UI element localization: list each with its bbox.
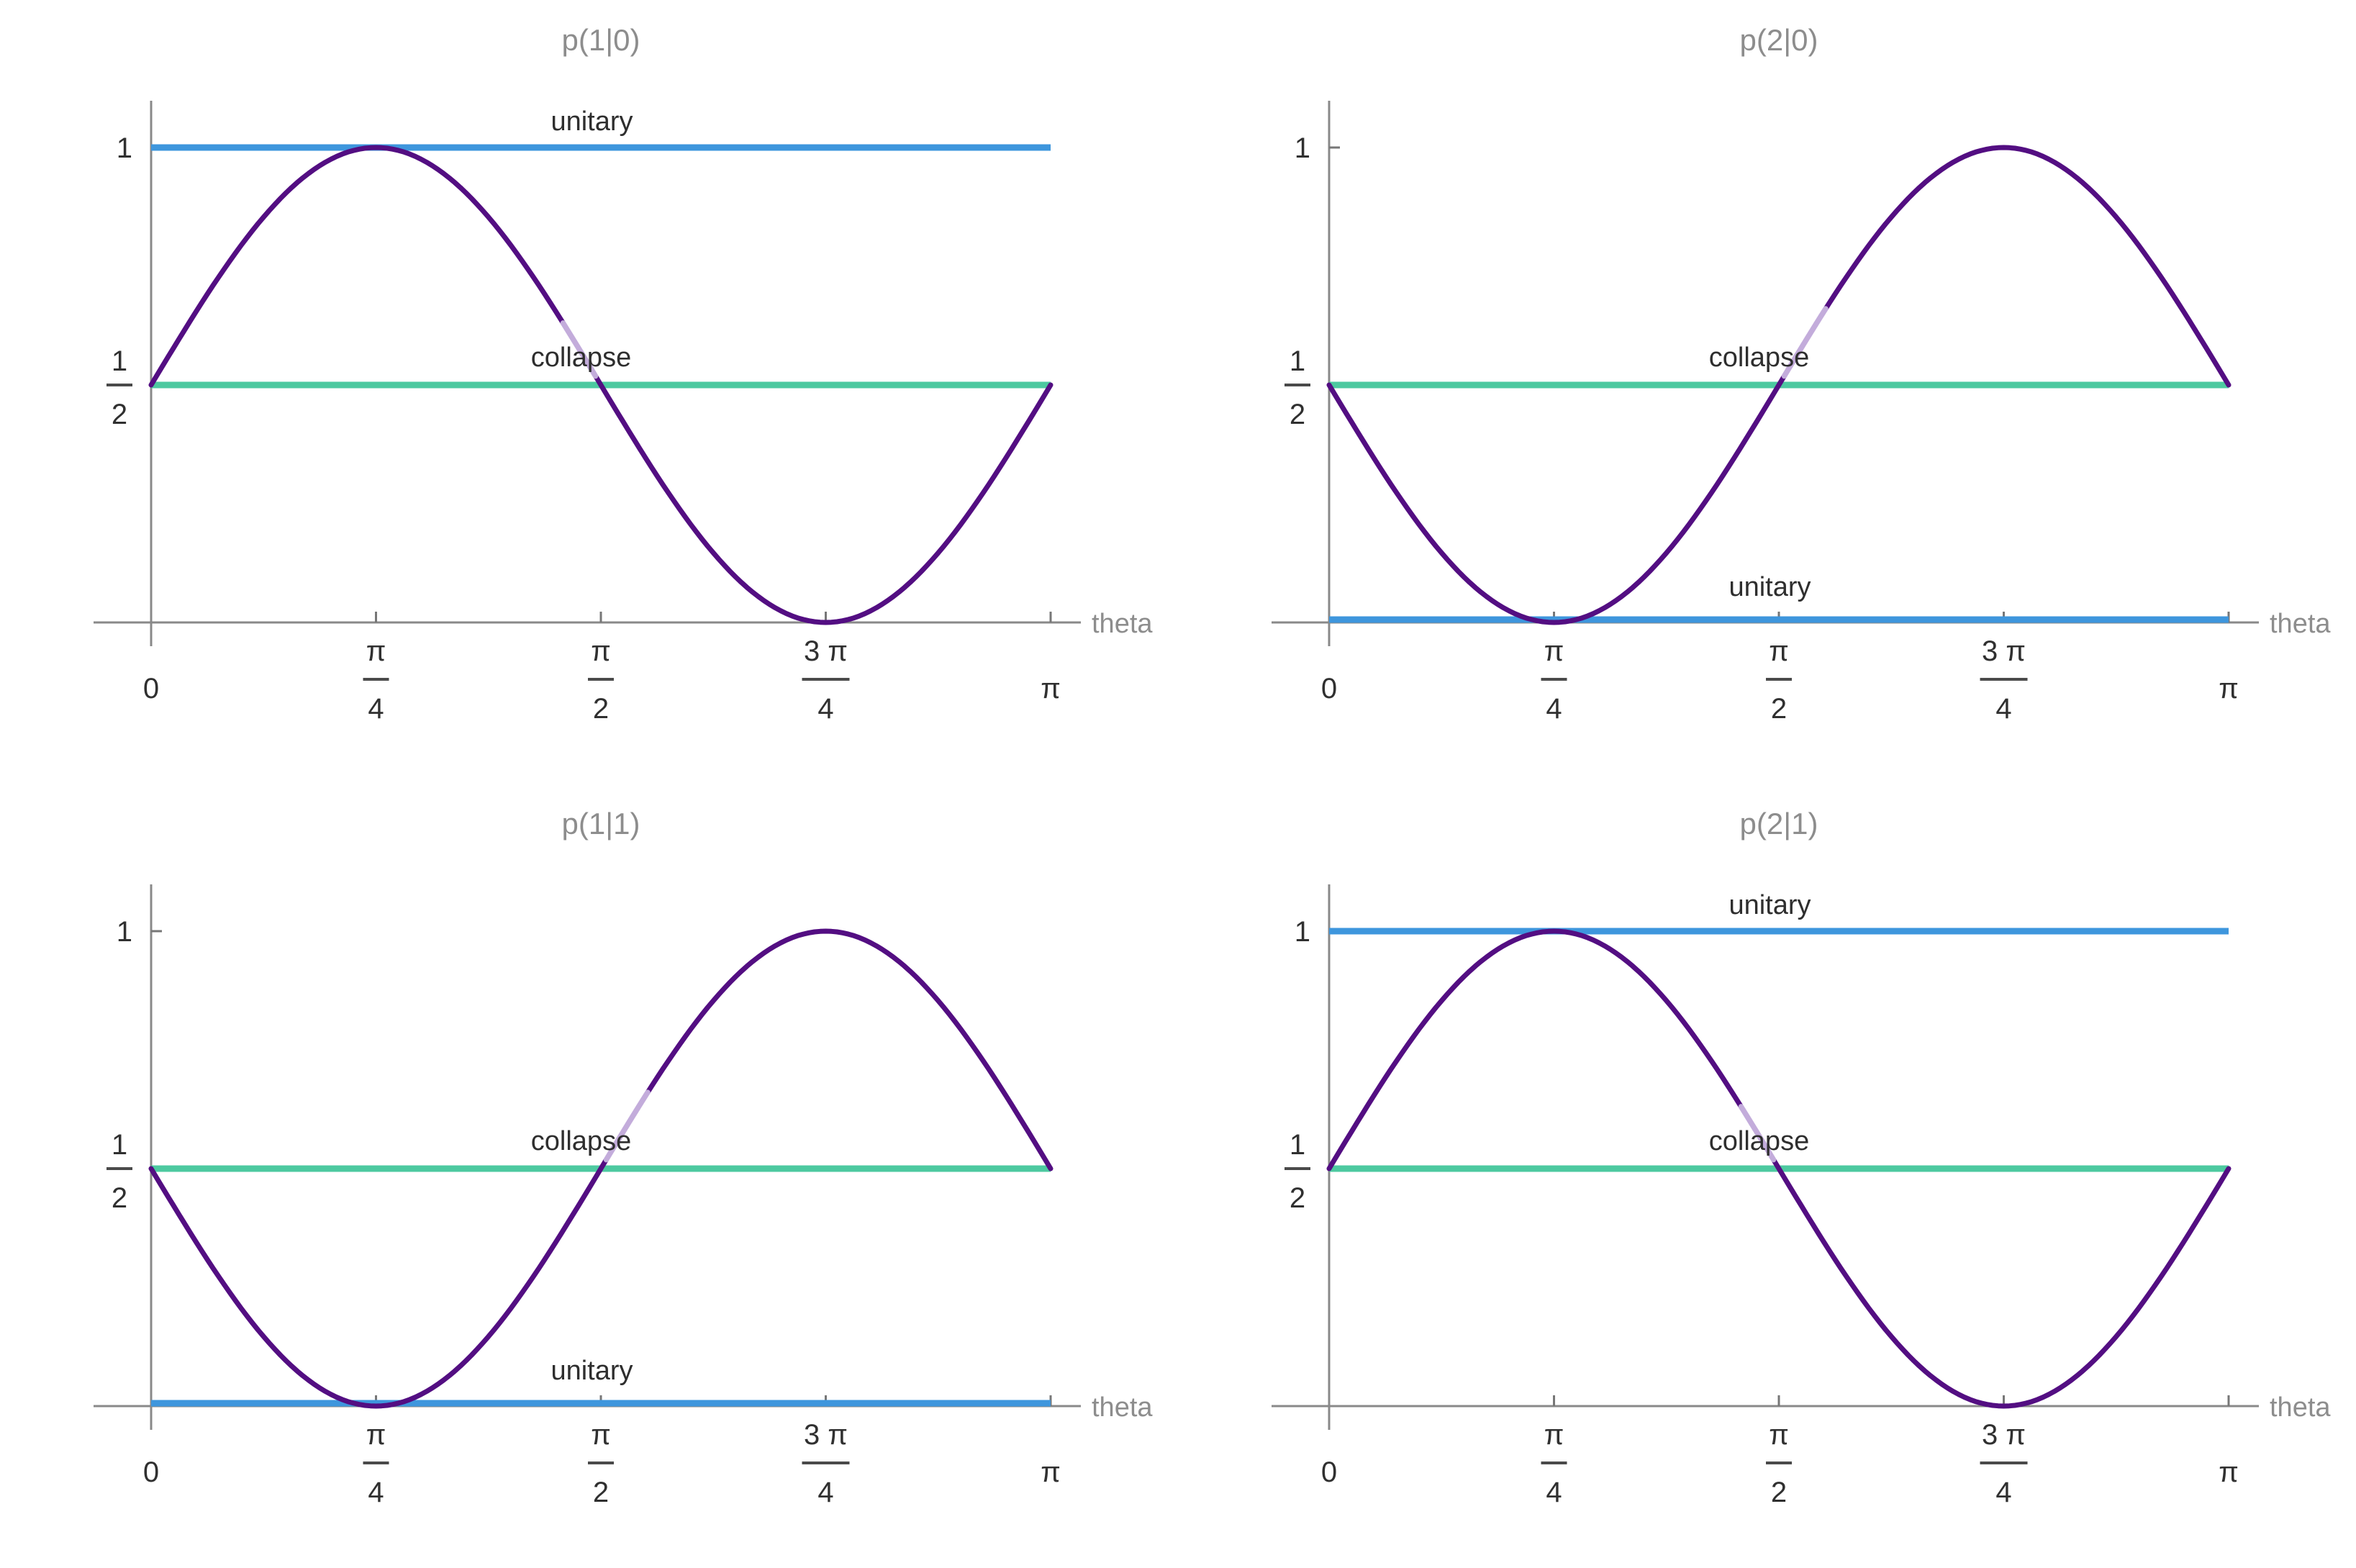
x-tick-label-fraction: 3 π 4 (1980, 635, 2028, 725)
y-tick-label-fraction: 12 (1285, 345, 1310, 430)
collapse-label: collapse (1709, 343, 1809, 373)
x-tick-numerator: π (1769, 1419, 1789, 1451)
x-axis-label: theta (2270, 609, 2331, 639)
x-tick-denominator: 4 (1546, 1477, 1562, 1508)
x-tick-label: 0 (1321, 673, 1337, 704)
y-tick-label-fraction: 12 (1285, 1129, 1310, 1214)
curve-path (1326, 928, 2232, 1409)
y-tick-denominator: 2 (1290, 399, 1305, 430)
x-tick-label-fraction: 3 π 4 (802, 1419, 850, 1508)
plot-title: p(1|0) (562, 23, 640, 57)
curve-fade-segment (603, 1089, 651, 1163)
x-tick-label-fraction: π4 (1541, 635, 1567, 725)
x-tick-label: π (1041, 673, 1061, 704)
y-tick-label: 1 (117, 916, 132, 948)
curve-fade-segment (560, 320, 599, 379)
x-tick-label-fraction: π2 (1766, 1419, 1792, 1508)
y-tick-denominator: 2 (1290, 1182, 1305, 1214)
curve-path (148, 928, 1054, 1409)
plot-title: p(2|1) (1740, 807, 1818, 840)
unitary-label: unitary (551, 107, 633, 137)
x-tick-denominator: 4 (1546, 693, 1562, 725)
x-tick-denominator: 2 (1771, 693, 1787, 725)
x-tick-label: 0 (1321, 1456, 1337, 1488)
x-tick-numerator: π (366, 1419, 386, 1451)
collapse-label: collapse (531, 343, 631, 373)
x-axis-label: theta (1092, 609, 1153, 639)
y-tick-label-fraction: 12 (107, 345, 132, 430)
x-tick-label-fraction: 3 π 4 (1980, 1419, 2028, 1508)
x-tick-denominator: 4 (368, 693, 384, 725)
y-tick-denominator: 2 (112, 399, 127, 430)
x-tick-label-fraction: π2 (588, 635, 614, 725)
y-tick-label-fraction: 12 (107, 1129, 132, 1214)
x-tick-label: π (1041, 1456, 1061, 1488)
x-tick-denominator: 2 (1771, 1477, 1787, 1508)
curve-fade-segment (1738, 1104, 1777, 1163)
x-tick-label-fraction: π2 (588, 1419, 614, 1508)
unitary-label: unitary (1729, 890, 1811, 920)
x-tick-numerator: π (591, 635, 611, 667)
x-tick-numerator: π (366, 635, 386, 667)
x-tick-denominator: 2 (593, 1477, 609, 1508)
x-axis-label: theta (2270, 1392, 2331, 1423)
x-tick-label-fraction: π2 (1766, 635, 1792, 725)
plot-title: p(2|0) (1740, 23, 1818, 57)
unitary-label: unitary (551, 1356, 633, 1386)
x-tick-denominator: 4 (1995, 1477, 2011, 1508)
collapse-label: collapse (1709, 1126, 1809, 1156)
x-tick-label: 0 (143, 1456, 159, 1488)
x-tick-denominator: 4 (817, 1477, 833, 1508)
x-tick-denominator: 4 (1995, 693, 2011, 725)
curve-fade-segment (1781, 306, 1829, 379)
y-tick-numerator: 1 (112, 1129, 127, 1161)
x-tick-denominator: 2 (593, 693, 609, 725)
y-tick-label: 1 (1295, 916, 1310, 948)
y-tick-label: 1 (1295, 132, 1310, 164)
x-tick-numerator: π (1769, 635, 1789, 667)
collapse-label: collapse (531, 1126, 631, 1156)
curve-path (1326, 145, 2232, 625)
y-tick-label: 1 (117, 132, 132, 164)
y-tick-denominator: 2 (112, 1182, 127, 1214)
x-tick-numerator: π (1544, 635, 1564, 667)
x-tick-numerator: 3 π (804, 1419, 848, 1451)
x-tick-denominator: 4 (817, 693, 833, 725)
x-tick-numerator: π (591, 1419, 611, 1451)
x-tick-label: π (2219, 1456, 2239, 1488)
curve-path (148, 145, 1054, 625)
x-tick-numerator: 3 π (804, 635, 848, 667)
x-tick-label-fraction: π4 (363, 1419, 389, 1508)
x-tick-numerator: π (1544, 1419, 1564, 1451)
x-tick-label-fraction: 3 π 4 (802, 635, 850, 725)
y-tick-numerator: 1 (112, 345, 127, 377)
plot-title: p(1|1) (562, 807, 640, 840)
x-tick-label: π (2219, 673, 2239, 704)
x-tick-denominator: 4 (368, 1477, 384, 1508)
x-tick-numerator: 3 π (1982, 635, 2026, 667)
x-tick-label-fraction: π4 (1541, 1419, 1567, 1508)
y-tick-numerator: 1 (1290, 1129, 1305, 1161)
unitary-label: unitary (1729, 572, 1811, 602)
x-tick-numerator: 3 π (1982, 1419, 2026, 1451)
x-axis-label: theta (1092, 1392, 1153, 1423)
x-tick-label: 0 (143, 673, 159, 704)
y-tick-numerator: 1 (1290, 345, 1305, 377)
x-tick-label-fraction: π4 (363, 635, 389, 725)
